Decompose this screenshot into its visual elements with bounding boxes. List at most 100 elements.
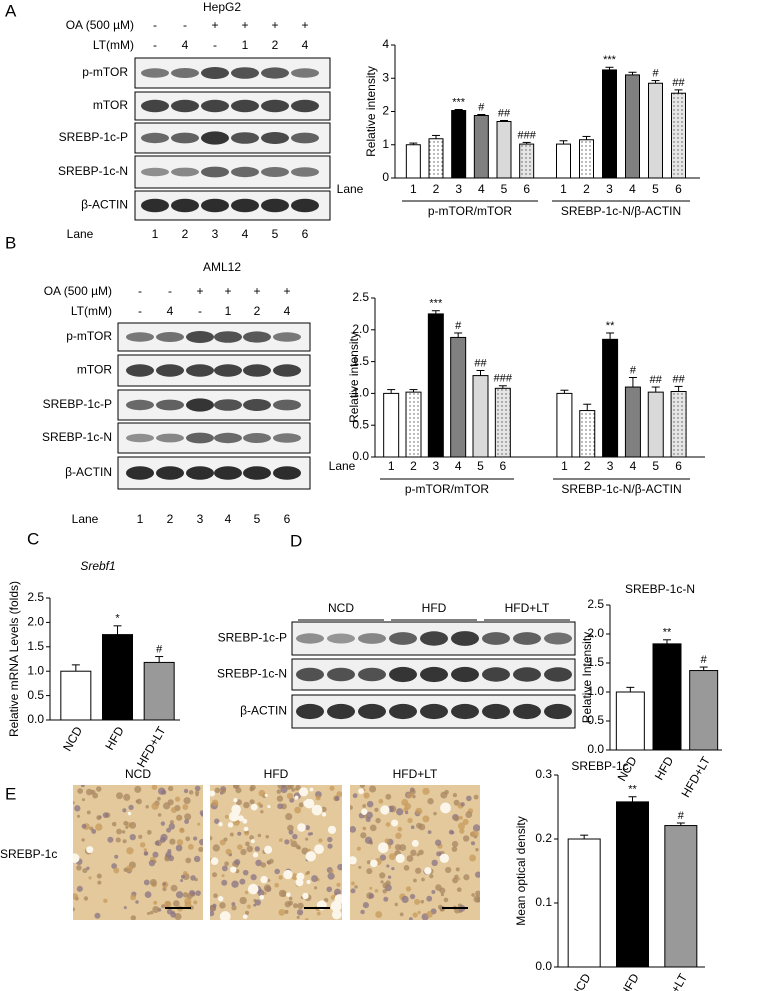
vacuole [227, 822, 234, 828]
blot-band [186, 364, 214, 377]
treatment-sign: + [301, 18, 308, 32]
vacuole [267, 805, 271, 809]
nucleus [473, 794, 479, 800]
nucleus [188, 790, 194, 795]
blot-band [482, 667, 510, 682]
nucleus [194, 785, 201, 792]
blot-band [389, 632, 417, 645]
nucleus [463, 874, 470, 881]
nucleus [143, 848, 147, 852]
nucleus [129, 833, 136, 841]
nucleus [107, 836, 114, 843]
panel-letter: D [290, 531, 302, 550]
nucleus [292, 903, 299, 909]
nucleus [314, 886, 318, 890]
y-tick-label: 1.0 [352, 386, 369, 400]
nucleus [365, 811, 373, 819]
nucleus [396, 808, 404, 816]
bar [648, 82, 663, 179]
vacuole [259, 894, 265, 900]
nucleus [350, 805, 353, 810]
nucleus [246, 845, 254, 853]
nucleus [116, 792, 123, 800]
nucleus [212, 872, 218, 878]
nucleus [179, 827, 185, 834]
nucleus [123, 793, 131, 801]
treatment-sign: - [138, 284, 142, 298]
nucleus [410, 849, 417, 857]
treatment-label: LT(mM) [71, 304, 112, 318]
treatment-sign: 4 [182, 38, 189, 52]
blot-band [451, 631, 479, 646]
significance: # [652, 67, 659, 79]
vacuole [233, 798, 238, 803]
nucleus [291, 873, 299, 880]
blot-band [513, 632, 541, 645]
nucleus [326, 886, 333, 893]
nucleus [288, 896, 293, 901]
blot-band [231, 99, 259, 113]
nucleus [193, 836, 198, 841]
nucleus [190, 875, 196, 881]
nucleus [182, 870, 188, 876]
nucleus [284, 909, 289, 914]
nucleus [123, 906, 127, 910]
vacuole [305, 851, 317, 862]
treatment-sign: - [213, 38, 217, 52]
nucleus [422, 787, 430, 795]
bar [143, 661, 175, 721]
vacuole [243, 826, 249, 832]
treatment-sign: - [168, 284, 172, 298]
nucleus [199, 810, 203, 816]
nucleus [369, 886, 373, 890]
chart-title: Srebf1 [80, 559, 115, 573]
lane-number: 1 [388, 459, 395, 473]
nucleus [111, 821, 117, 827]
nucleus [475, 890, 480, 897]
nucleus [327, 836, 333, 843]
nucleus [415, 867, 422, 874]
nucleus [309, 832, 313, 836]
nucleus [177, 815, 181, 819]
nucleus [404, 810, 409, 815]
nucleus [139, 842, 146, 848]
blot-band [296, 633, 324, 644]
chart-title: SREBP-1c [571, 759, 628, 773]
nucleus [138, 834, 143, 839]
band-label: SREBP-1c-N [217, 667, 287, 681]
nucleus [434, 839, 442, 846]
nucleus [81, 823, 87, 829]
nucleus [418, 849, 424, 856]
bar [602, 69, 617, 179]
bar [567, 838, 601, 968]
y-tick-label: 0.5 [587, 713, 604, 727]
nucleus [388, 853, 396, 861]
lane-number: 4 [242, 227, 249, 241]
nucleus [426, 911, 433, 918]
nucleus [180, 879, 184, 883]
vacuole [377, 842, 389, 854]
bar [428, 138, 444, 179]
nucleus [116, 828, 122, 835]
vacuole [296, 872, 305, 881]
blot-band [544, 703, 572, 720]
bar [579, 139, 594, 179]
image-label: HFD+LT [393, 767, 438, 781]
nucleus [143, 851, 149, 856]
vacuole [250, 803, 258, 811]
significance: ### [494, 373, 513, 385]
nucleus [253, 903, 257, 907]
nucleus [380, 880, 384, 884]
y-axis-label: Relative intensity [347, 332, 361, 423]
nucleus [354, 885, 358, 889]
nucleus [149, 910, 154, 915]
nucleus [95, 823, 103, 831]
nucleus [333, 888, 342, 896]
nucleus [378, 798, 384, 804]
lane-number: 6 [523, 182, 530, 196]
nucleus [417, 910, 421, 915]
blot-band [243, 364, 271, 377]
blot-band [201, 131, 229, 145]
nucleus [121, 830, 126, 834]
blot-band [327, 633, 355, 644]
